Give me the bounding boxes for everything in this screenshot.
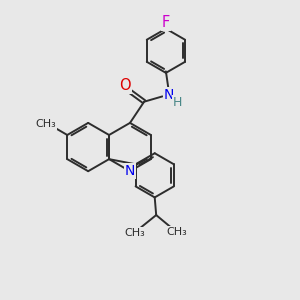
Text: CH₃: CH₃ [124,228,145,238]
Text: CH₃: CH₃ [167,227,187,237]
Text: CH₃: CH₃ [35,119,56,129]
Text: N: N [164,88,174,102]
Text: H: H [173,96,182,109]
Text: O: O [119,78,131,93]
Text: N: N [125,164,135,178]
Text: F: F [162,15,170,30]
